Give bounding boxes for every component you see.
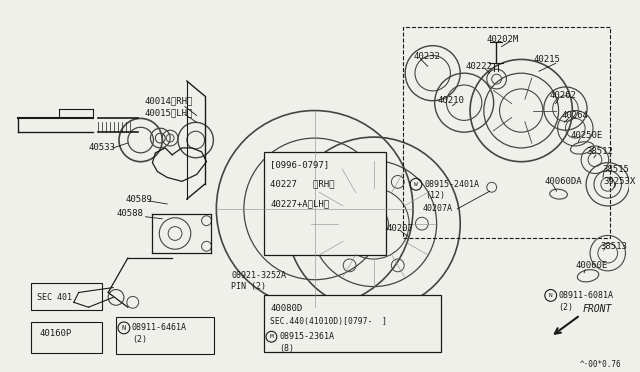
Bar	[264, 295, 440, 352]
Text: 38512: 38512	[586, 147, 613, 156]
Text: 40014〈RH〉: 40014〈RH〉	[145, 96, 193, 105]
Text: ^·00*0.76: ^·00*0.76	[580, 360, 622, 369]
Text: 38513: 38513	[600, 242, 627, 251]
Text: (12): (12)	[425, 190, 445, 200]
Text: 40262: 40262	[550, 91, 577, 100]
Text: 08915-2361A: 08915-2361A	[279, 332, 334, 341]
Text: (8): (8)	[279, 344, 294, 353]
Bar	[264, 152, 387, 255]
Text: SEC.440(41010D)[0797-  ]: SEC.440(41010D)[0797- ]	[271, 317, 387, 327]
Text: 39253X: 39253X	[604, 177, 636, 186]
Bar	[31, 322, 102, 353]
Text: 40232: 40232	[413, 52, 440, 61]
Text: 40202M: 40202M	[487, 35, 519, 44]
Text: 08921-3252A: 08921-3252A	[231, 271, 286, 280]
Text: SEC 401: SEC 401	[36, 293, 72, 302]
Text: 40210: 40210	[438, 96, 465, 105]
Text: 40222: 40222	[465, 62, 492, 71]
Text: N: N	[549, 293, 552, 298]
Text: 40588: 40588	[116, 209, 143, 218]
Bar	[116, 317, 214, 355]
Text: 40533: 40533	[88, 144, 115, 153]
Text: 40207A: 40207A	[423, 204, 453, 214]
Bar	[403, 27, 610, 238]
Text: 40227   〈RH〉: 40227 〈RH〉	[271, 180, 335, 189]
Text: N: N	[122, 325, 126, 331]
Text: 38515: 38515	[603, 165, 630, 174]
Text: 40060DA: 40060DA	[545, 177, 582, 186]
Text: 40080D: 40080D	[271, 304, 303, 313]
Text: FRONT: FRONT	[582, 304, 612, 314]
Text: 40589: 40589	[126, 195, 153, 203]
Text: 40250E: 40250E	[570, 131, 603, 140]
Text: [0996-0797]: [0996-0797]	[271, 160, 330, 169]
Text: W: W	[414, 182, 418, 187]
Text: 40215: 40215	[534, 55, 561, 64]
Text: 40160P: 40160P	[39, 329, 72, 338]
Text: 40015〈LH〉: 40015〈LH〉	[145, 108, 193, 117]
Text: 08911-6461A: 08911-6461A	[132, 323, 187, 332]
Bar	[31, 283, 102, 310]
Text: 40264: 40264	[561, 111, 588, 120]
Text: PIN (2): PIN (2)	[231, 282, 266, 291]
Text: 40060E: 40060E	[575, 262, 607, 270]
Text: 40227+A〈LH〉: 40227+A〈LH〉	[271, 199, 330, 208]
Text: M: M	[269, 334, 273, 339]
Text: (2): (2)	[559, 303, 573, 312]
Text: (2): (2)	[132, 335, 147, 344]
Text: 40207: 40207	[387, 224, 413, 233]
Text: 08911-6081A: 08911-6081A	[559, 291, 614, 300]
Text: 08915-2401A: 08915-2401A	[425, 180, 480, 189]
